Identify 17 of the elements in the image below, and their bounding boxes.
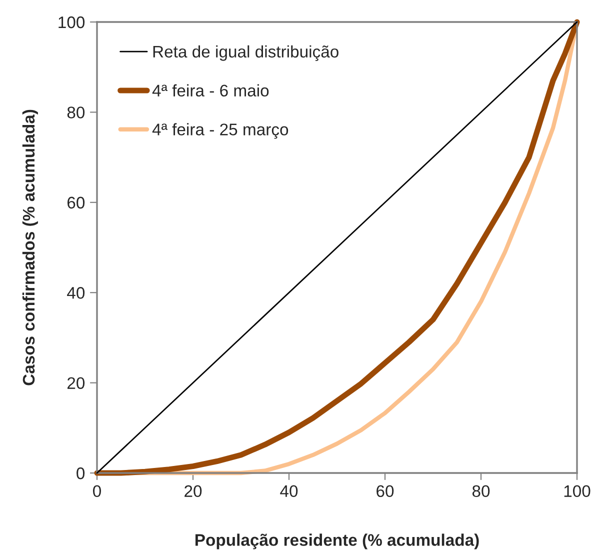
y-tick-label: 0 [76,467,85,480]
x-tick-label: 0 [93,485,101,498]
x-axis-title: População residente (% acumulada) [195,534,479,550]
x-tick-label: 100 [564,485,590,498]
legend-label: Reta de igual distribuição [153,45,338,61]
y-tick-label: 60 [68,196,85,209]
x-tick-label: 40 [280,485,298,498]
y-tick-label: 100 [58,16,85,28]
x-tick-label: 60 [376,485,394,498]
x-tick-label: 80 [472,485,490,498]
y-axis-title: Casos confirmados (% acumulada) [22,110,38,386]
y-tick-label: 40 [67,287,85,299]
y-tick-label: 20 [67,377,85,390]
legend-label: 4ª feira - 25 março [152,123,288,139]
legend-label: 4ª feira - 6 maio [152,84,269,97]
x-tick-label: 20 [184,485,202,498]
y-tick-label: 80 [67,106,85,118]
